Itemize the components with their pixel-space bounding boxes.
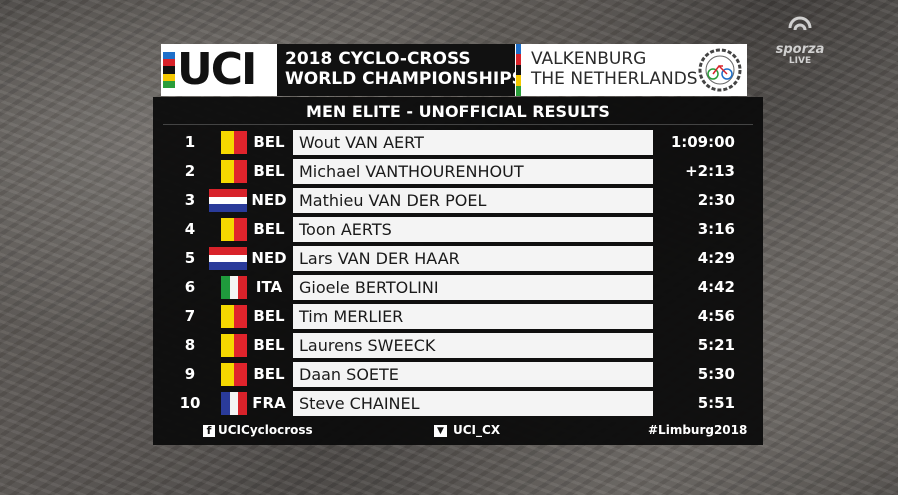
event-title: 2018 CYCLO-CROSS WORLD CHAMPIONSHIPS xyxy=(277,44,524,96)
event-title-line1: 2018 CYCLO-CROSS xyxy=(285,49,471,69)
results-board: MEN ELITE - UNOFFICIAL RESULTS 1 BEL Wout … xyxy=(153,97,763,445)
rider-name-box: Tim MERLIER xyxy=(293,304,653,329)
nationality: FRA xyxy=(252,394,286,412)
rider-name: Toon AERTS xyxy=(299,220,392,239)
position: 8 xyxy=(184,336,196,354)
rainbow-stripes xyxy=(163,52,175,88)
rider-name: Wout VAN AERT xyxy=(299,133,424,152)
sporza-brand: sporza xyxy=(775,42,825,57)
uci-logo: UCI xyxy=(161,44,276,96)
facebook-icon: f xyxy=(203,424,215,437)
nationality: BEL xyxy=(253,133,285,151)
position: 9 xyxy=(184,365,196,383)
rider-name: Mathieu VAN DER POEL xyxy=(299,191,487,210)
event-header: UCI 2018 CYCLO-CROSS WORLD CHAMPIONSHIPS… xyxy=(161,44,747,96)
rider-name: Tim MERLIER xyxy=(299,307,404,326)
france-flag-icon xyxy=(209,392,247,415)
nationality: BEL xyxy=(253,365,285,383)
location-rainbow-stripes xyxy=(516,44,521,96)
rider-name: Gioele BERTOLINI xyxy=(299,278,439,297)
result-row: 2 BEL Michael VANTHOURENHOUT +2:13 xyxy=(153,158,763,184)
result-row: 6 ITA Gioele BERTOLINI 4:42 xyxy=(153,274,763,300)
results-title: MEN ELITE - UNOFFICIAL RESULTS xyxy=(306,102,610,121)
result-row: 7 BEL Tim MERLIER 4:56 xyxy=(153,303,763,329)
position: 6 xyxy=(184,278,196,296)
sporza-live-logo: sporza LIVE xyxy=(770,14,830,70)
belgium-flag-icon xyxy=(209,160,247,183)
netherlands-flag-icon xyxy=(209,189,247,212)
rider-name: Laurens SWEECK xyxy=(299,336,436,355)
belgium-flag-icon xyxy=(209,218,247,241)
position: 1 xyxy=(184,133,196,151)
finish-time: +2:13 xyxy=(685,162,735,180)
finish-time: 2:30 xyxy=(697,191,735,209)
social-footer: f UCICyclocross ▼ UCI_CX #Limburg2018 xyxy=(153,419,763,441)
result-row: 3 NED Mathieu VAN DER POEL 2:30 xyxy=(153,187,763,213)
result-row: 8 BEL Laurens SWEECK 5:21 xyxy=(153,332,763,358)
twitter-handle: ▼ UCI_CX xyxy=(434,423,500,437)
finish-time: 4:42 xyxy=(697,278,735,296)
position: 2 xyxy=(184,162,196,180)
twitter-icon: ▼ xyxy=(434,424,447,437)
rider-name-box: Laurens SWEECK xyxy=(293,333,653,358)
location-city: VALKENBURG xyxy=(531,49,647,69)
result-row: 1 BEL Wout VAN AERT 1:09:00 xyxy=(153,129,763,155)
rider-name-box: Lars VAN DER HAAR xyxy=(293,246,653,271)
nationality: NED xyxy=(251,249,287,267)
position: 3 xyxy=(184,191,196,209)
finish-time: 5:51 xyxy=(697,394,735,412)
belgium-flag-icon xyxy=(209,334,247,357)
nationality: BEL xyxy=(253,336,285,354)
netherlands-flag-icon xyxy=(209,247,247,270)
facebook-handle: f UCICyclocross xyxy=(203,423,313,437)
rider-name: Steve CHAINEL xyxy=(299,394,420,413)
championship-emblem-icon xyxy=(698,48,742,92)
belgium-flag-icon xyxy=(209,131,247,154)
rider-name: Daan SOETE xyxy=(299,365,399,384)
rider-name-box: Toon AERTS xyxy=(293,217,653,242)
position: 7 xyxy=(184,307,196,325)
rider-name-box: Daan SOETE xyxy=(293,362,653,387)
position: 4 xyxy=(184,220,196,238)
finish-time: 5:30 xyxy=(697,365,735,383)
rider-name-box: Wout VAN AERT xyxy=(293,130,653,155)
title-divider xyxy=(163,124,753,125)
rider-name-box: Steve CHAINEL xyxy=(293,391,653,416)
rider-name-box: Mathieu VAN DER POEL xyxy=(293,188,653,213)
event-location: VALKENBURG THE NETHERLANDS xyxy=(521,44,747,96)
rider-name: Michael VANTHOURENHOUT xyxy=(299,162,524,181)
event-title-line2: WORLD CHAMPIONSHIPS xyxy=(285,69,524,89)
finish-time: 4:29 xyxy=(697,249,735,267)
result-row: 4 BEL Toon AERTS 3:16 xyxy=(153,216,763,242)
position: 5 xyxy=(184,249,196,267)
nationality: NED xyxy=(251,191,287,209)
hashtag: #Limburg2018 xyxy=(648,423,748,437)
position: 10 xyxy=(179,394,201,412)
rider-name: Lars VAN DER HAAR xyxy=(299,249,460,268)
rider-name-box: Michael VANTHOURENHOUT xyxy=(293,159,653,184)
nationality: BEL xyxy=(253,307,285,325)
finish-time: 5:21 xyxy=(697,336,735,354)
result-row: 10 FRA Steve CHAINEL 5:51 xyxy=(153,390,763,416)
result-row: 5 NED Lars VAN DER HAAR 4:29 xyxy=(153,245,763,271)
sporza-swirl-icon xyxy=(788,16,812,31)
belgium-flag-icon xyxy=(209,305,247,328)
twitter-text: UCI_CX xyxy=(453,423,501,437)
rider-name-box: Gioele BERTOLINI xyxy=(293,275,653,300)
nationality: BEL xyxy=(253,220,285,238)
live-label: LIVE xyxy=(788,56,812,66)
result-row: 9 BEL Daan SOETE 5:30 xyxy=(153,361,763,387)
finish-time: 1:09:00 xyxy=(670,133,735,151)
finish-time: 4:56 xyxy=(697,307,735,325)
nationality: ITA xyxy=(255,278,283,296)
belgium-flag-icon xyxy=(209,363,247,386)
facebook-text: UCICyclocross xyxy=(218,423,313,437)
italy-flag-icon xyxy=(209,276,247,299)
finish-time: 3:16 xyxy=(697,220,735,238)
uci-logo-text: UCI xyxy=(177,44,257,95)
location-country: THE NETHERLANDS xyxy=(531,69,698,89)
nationality: BEL xyxy=(253,162,285,180)
